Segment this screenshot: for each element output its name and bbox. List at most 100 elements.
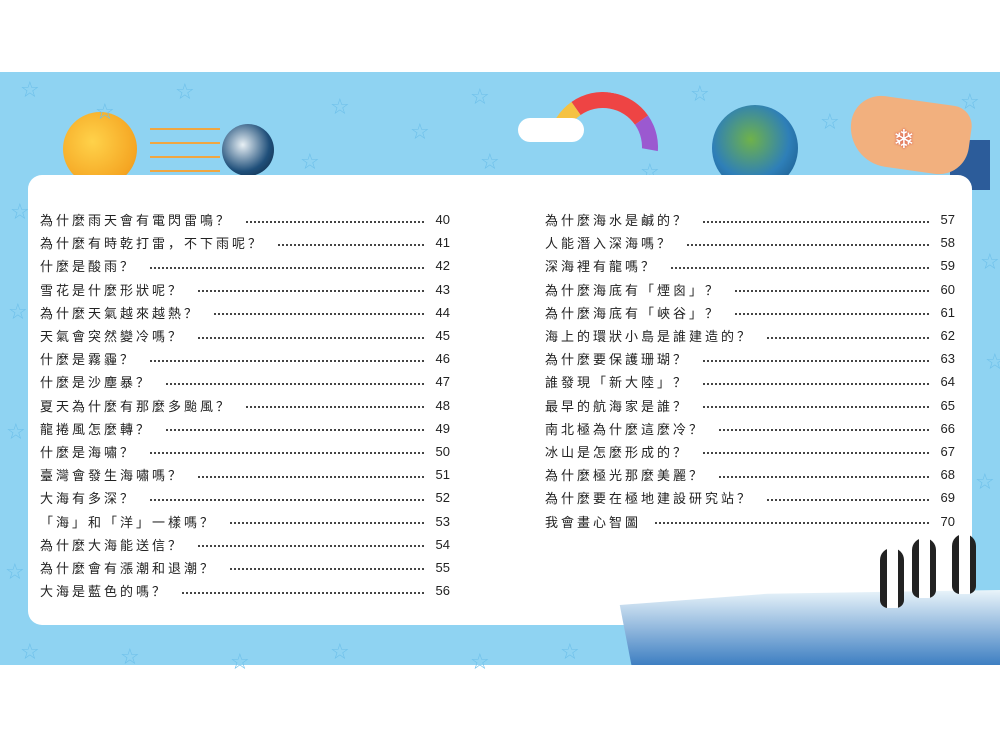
toc-entry[interactable]: 為什麼天氣越來越熱？ 44 [40, 301, 450, 324]
dot-leader [230, 522, 424, 525]
toc-entry-page: 52 [435, 490, 450, 506]
toc-entry[interactable]: 我會畫心智圖 70 [545, 509, 955, 532]
toc-entry[interactable]: 什麼是海嘯？ 50 [40, 440, 450, 463]
penguin-illustration [912, 538, 936, 598]
toc-entry-title: 什麼是沙塵暴？ [40, 376, 153, 392]
toc-entry-page: 47 [435, 374, 450, 390]
dot-leader [719, 429, 929, 432]
star-icon: ☆ [820, 110, 840, 135]
toc-entry[interactable]: 海上的環狀小島是誰建造的？ 62 [545, 324, 955, 347]
star-icon: ☆ [960, 90, 980, 115]
toc-entry-title: 為什麼天氣越來越熱？ [40, 306, 201, 322]
earth-illustration [222, 124, 274, 176]
toc-entry-page: 57 [940, 212, 955, 228]
star-icon: ☆ [20, 78, 40, 103]
toc-entry[interactable]: 為什麼雨天會有電閃雷鳴？ 40 [40, 208, 450, 231]
iceberg-illustration [619, 590, 1000, 665]
toc-entry-title: 為什麼有時乾打雷，不下雨呢？ [40, 237, 265, 253]
toc-entry[interactable]: 臺灣會發生海嘯嗎？ 51 [40, 463, 450, 486]
toc-entry[interactable]: 最早的航海家是誰？ 65 [545, 394, 955, 417]
star-icon: ☆ [5, 560, 25, 585]
toc-entry-page: 44 [435, 304, 450, 320]
toc-entry-page: 59 [940, 258, 955, 274]
toc-entry-title: 為什麼要在極地建設研究站？ [545, 492, 754, 508]
toc-entry-title: 南北極為什麼這麼冷？ [545, 422, 706, 438]
dot-leader [703, 406, 929, 409]
toc-entry-title: 「海」和「洋」一樣嗎？ [40, 515, 217, 531]
star-icon: ☆ [560, 640, 580, 665]
toc-entry-title: 海上的環狀小島是誰建造的？ [545, 330, 754, 346]
toc-entry[interactable]: 深海裡有龍嗎？ 59 [545, 254, 955, 277]
toc-entry-page: 63 [940, 351, 955, 367]
toc-entry-title: 深海裡有龍嗎？ [545, 260, 658, 276]
toc-entry-title: 什麼是海嘯？ [40, 445, 137, 461]
toc-entry[interactable]: 為什麼要在極地建設研究站？ 69 [545, 486, 955, 509]
toc-entry[interactable]: 為什麼海底有「煙囪」？ 60 [545, 278, 955, 301]
star-icon: ☆ [330, 640, 350, 665]
toc-entry-page: 45 [435, 328, 450, 344]
star-icon: ☆ [6, 420, 26, 445]
toc-entry[interactable]: 冰山是怎麼形成的？ 67 [545, 440, 955, 463]
sun-ray [150, 156, 220, 158]
toc-entry[interactable]: 為什麼海水是鹹的？ 57 [545, 208, 955, 231]
toc-entry[interactable]: 龍捲風怎麼轉？ 49 [40, 417, 450, 440]
toc-entry-title: 誰發現「新大陸」？ [545, 376, 690, 392]
toc-entry-page: 67 [940, 443, 955, 459]
toc-entry[interactable]: 為什麼海底有「峽谷」？ 61 [545, 301, 955, 324]
toc-entry[interactable]: 為什麼極光那麼美麗？ 68 [545, 463, 955, 486]
snowflake-icon: ❄ [893, 125, 915, 155]
toc-entry[interactable]: 「海」和「洋」一樣嗎？ 53 [40, 509, 450, 532]
toc-entry-page: 68 [940, 467, 955, 483]
sun-ray [150, 128, 220, 130]
toc-entry[interactable]: 為什麼有時乾打雷，不下雨呢？ 41 [40, 231, 450, 254]
toc-entry[interactable]: 夏天為什麼有那麼多颱風？ 48 [40, 394, 450, 417]
toc-entry[interactable]: 為什麼會有漲潮和退潮？ 55 [40, 556, 450, 579]
toc-entry-title: 我會畫心智圖 [545, 515, 642, 531]
sun-illustration [63, 112, 137, 186]
toc-entry-title: 最早的航海家是誰？ [545, 399, 690, 415]
toc-entry-page: 41 [435, 235, 450, 251]
toc-entry-title: 為什麼雨天會有電閃雷鳴？ [40, 214, 233, 230]
toc-entry-title: 為什麼大海能送信？ [40, 538, 185, 554]
star-icon: ☆ [410, 120, 430, 145]
dot-leader [214, 313, 424, 316]
toc-entry[interactable]: 大海有多深？ 52 [40, 486, 450, 509]
toc-entry-page: 60 [940, 281, 955, 297]
toc-entry-title: 什麼是霧霾？ [40, 353, 137, 369]
toc-entry-page: 66 [940, 420, 955, 436]
toc-entry[interactable]: 天氣會突然變冷嗎？ 45 [40, 324, 450, 347]
toc-entry[interactable]: 人能潛入深海嗎？ 58 [545, 231, 955, 254]
toc-entry-page: 61 [940, 304, 955, 320]
toc-entry[interactable]: 什麼是酸雨？ 42 [40, 254, 450, 277]
dot-leader [767, 498, 929, 501]
toc-entry-page: 56 [435, 583, 450, 599]
toc-entry-page: 69 [940, 490, 955, 506]
dot-leader [735, 290, 929, 293]
toc-entry-page: 48 [435, 397, 450, 413]
toc-entry[interactable]: 南北極為什麼這麼冷？ 66 [545, 417, 955, 440]
toc-entry-page: 54 [435, 536, 450, 552]
toc-entry[interactable]: 什麼是霧霾？ 46 [40, 347, 450, 370]
star-icon: ☆ [175, 80, 195, 105]
toc-entry[interactable]: 為什麼大海能送信？ 54 [40, 533, 450, 556]
toc-entry-title: 天氣會突然變冷嗎？ [40, 330, 185, 346]
toc-entry[interactable]: 誰發現「新大陸」？ 64 [545, 370, 955, 393]
sun-ray [150, 170, 220, 172]
dot-leader [150, 266, 424, 269]
dot-leader [166, 429, 424, 432]
toc-entry[interactable]: 為什麼要保護珊瑚？ 63 [545, 347, 955, 370]
toc-left-column: 為什麼雨天會有電閃雷鳴？ 40 為什麼有時乾打雷，不下雨呢？ 41 什麼是酸雨？ 42 雪花… [40, 208, 450, 602]
star-icon: ☆ [10, 200, 30, 225]
toc-entry[interactable]: 什麼是沙塵暴？ 47 [40, 370, 450, 393]
toc-entry[interactable]: 大海是藍色的嗎？ 56 [40, 579, 450, 602]
toc-entry-title: 人能潛入深海嗎？ [545, 237, 674, 253]
star-icon: ☆ [300, 150, 320, 175]
toc-entry-title: 什麼是酸雨？ [40, 260, 137, 276]
dot-leader [198, 545, 424, 548]
dot-leader [703, 220, 929, 223]
toc-entry[interactable]: 雪花是什麼形狀呢？ 43 [40, 278, 450, 301]
dot-leader [150, 359, 424, 362]
toc-entry-title: 為什麼海底有「峽谷」？ [545, 306, 722, 322]
sun-ray [150, 142, 220, 144]
penguin-illustration [952, 534, 976, 594]
